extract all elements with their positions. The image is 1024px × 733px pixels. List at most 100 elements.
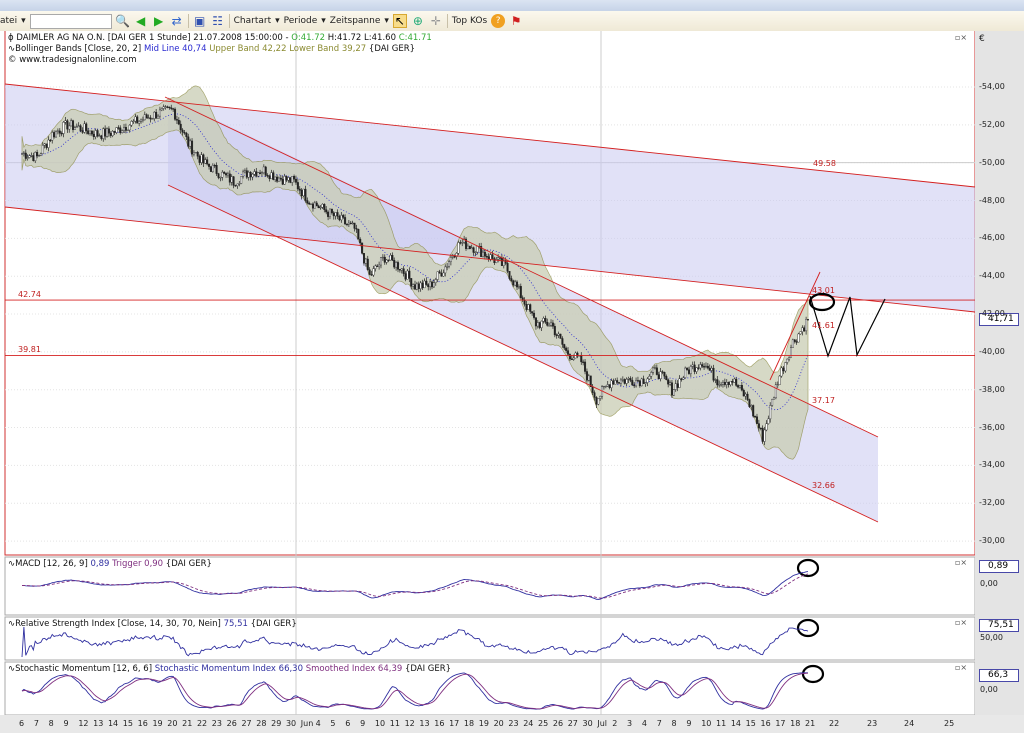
- candle-body: [96, 130, 99, 137]
- properties-icon[interactable]: ☷: [212, 14, 223, 28]
- candle-body: [291, 176, 294, 183]
- candle-body: [259, 172, 262, 174]
- y-tick-label: -50,00: [979, 157, 1005, 167]
- save-icon[interactable]: ▣: [193, 14, 206, 28]
- candle-body: [597, 398, 600, 405]
- candle-body: [372, 268, 375, 276]
- help-icon[interactable]: ?: [491, 14, 506, 28]
- candle-body: [287, 177, 290, 181]
- candle-body: [213, 165, 216, 167]
- maximize-panel-icon[interactable]: ▫×: [955, 663, 968, 672]
- maximize-panel-icon[interactable]: ▫×: [955, 558, 968, 567]
- candle-body: [345, 223, 348, 225]
- back-arrow-icon[interactable]: ◀: [136, 14, 146, 28]
- candle-body: [510, 278, 513, 281]
- candle-body: [404, 273, 407, 280]
- candle-body: [77, 125, 80, 127]
- x-tick-label: 14: [107, 719, 119, 728]
- candle-body: [703, 366, 706, 368]
- candle-body: [170, 107, 173, 109]
- candle-body: [557, 333, 560, 336]
- x-tick-label: 9: [686, 719, 692, 728]
- x-tick-label: 15: [745, 719, 756, 728]
- candle-body: [90, 130, 93, 135]
- candle-body: [472, 247, 475, 253]
- candle-body: [296, 182, 299, 190]
- rsi-suffix: {DAI GER}: [250, 619, 297, 629]
- candle-body: [255, 171, 258, 177]
- candle-body: [799, 331, 802, 335]
- crosshair-icon[interactable]: ✛: [430, 14, 441, 28]
- candle-body: [219, 177, 222, 179]
- candle-body: [434, 279, 437, 283]
- maximize-panel-icon[interactable]: ▫×: [955, 618, 968, 627]
- x-tick-label: 24: [523, 719, 534, 728]
- candle-body: [793, 339, 796, 342]
- candle-body: [684, 367, 687, 379]
- candle-body: [181, 129, 184, 133]
- candle-body: [517, 286, 520, 288]
- candle-body: [489, 254, 492, 260]
- rsi-legend: ∿Relative Strength Index [Close, 14, 30,…: [8, 619, 297, 629]
- maximize-panel-icon[interactable]: ▫×: [955, 33, 968, 42]
- candle-body: [174, 108, 177, 120]
- zeitspanne-dropdown[interactable]: Zeitspanne: [329, 16, 381, 26]
- pointer-tool-icon[interactable]: ↖: [392, 14, 407, 28]
- file-menu-arrow-icon[interactable]: ▾: [21, 16, 26, 26]
- candle-body: [523, 300, 526, 305]
- candle-body: [763, 429, 766, 442]
- candle-body: [268, 175, 271, 179]
- price-legend: ϕ DAIMLER AG NA O.N. [DAI GER 1 Stunde] …: [8, 33, 432, 43]
- candle-body: [606, 384, 609, 387]
- search-icon[interactable]: 🔍: [115, 14, 131, 28]
- candle-body: [699, 364, 702, 369]
- chart-svg[interactable]: [0, 31, 1024, 733]
- rsi-label: Relative Strength Index [Close, 14, 30, …: [15, 619, 221, 629]
- refresh-icon[interactable]: ⇄: [171, 14, 182, 28]
- candle-body: [497, 257, 500, 260]
- candle-body: [546, 322, 549, 326]
- candle-body: [778, 375, 781, 385]
- candle-body: [476, 246, 479, 253]
- x-tick-label: 10: [374, 719, 386, 728]
- candle-body: [228, 173, 231, 183]
- price-annotation: 32.66: [812, 481, 835, 490]
- candle-body: [691, 364, 694, 367]
- candle-body: [474, 251, 477, 254]
- candle-body: [448, 261, 451, 267]
- flag-icon[interactable]: ⚑: [510, 14, 522, 28]
- candle-body: [580, 355, 583, 363]
- file-menu[interactable]: atei: [0, 16, 18, 26]
- candle-body: [215, 165, 218, 174]
- candle-body: [633, 384, 636, 387]
- symbol-search-input[interactable]: [29, 13, 112, 29]
- candle-body: [230, 176, 233, 183]
- chartart-dropdown[interactable]: Chartart: [233, 16, 272, 26]
- candle-body: [485, 256, 488, 258]
- zoom-tool-icon[interactable]: ⊕: [412, 14, 423, 28]
- y-tick-label: -30,00: [979, 536, 1005, 546]
- candle-body: [211, 165, 214, 172]
- periode-dropdown[interactable]: Periode: [283, 16, 318, 26]
- candle-body: [400, 268, 403, 271]
- candle-body: [362, 253, 365, 264]
- bollinger-legend: ∿Bollinger Bands [Close, 20, 2] Mid Line…: [8, 44, 415, 54]
- candle-body: [595, 397, 598, 405]
- candle-body: [72, 120, 75, 130]
- y-tick-label: -48,00: [979, 195, 1005, 205]
- x-tick-label: 19: [478, 719, 489, 728]
- macd-value: 0,89: [90, 559, 110, 569]
- candle-body: [459, 242, 462, 244]
- candle-body: [655, 367, 658, 375]
- low-value: L:41.60: [364, 33, 396, 43]
- top-kos-button[interactable]: Top KOs: [451, 16, 488, 26]
- price-annotation: 49.58: [813, 159, 836, 168]
- candle-body: [740, 385, 743, 391]
- candle-body: [710, 367, 713, 371]
- candle-body: [534, 317, 537, 327]
- candle-body: [427, 284, 430, 288]
- candle-body: [695, 367, 698, 372]
- candle-body: [755, 416, 758, 424]
- forward-arrow-icon[interactable]: ▶: [154, 14, 164, 28]
- candle-body: [66, 120, 69, 130]
